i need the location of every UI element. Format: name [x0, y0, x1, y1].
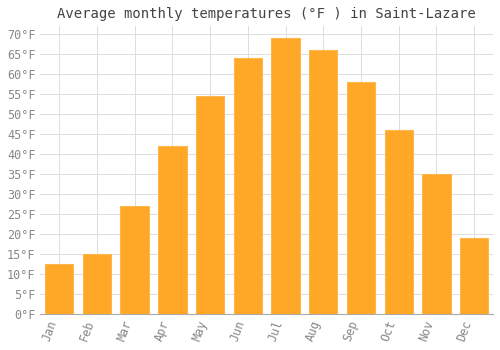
Bar [309, 50, 338, 314]
Bar [45, 264, 74, 314]
Bar [384, 130, 413, 314]
Bar [83, 254, 111, 314]
Bar [347, 82, 375, 314]
Bar [196, 96, 224, 314]
Bar [120, 206, 149, 314]
Bar [234, 58, 262, 314]
Bar [158, 146, 186, 314]
Bar [460, 238, 488, 314]
Title: Average monthly temperatures (°F ) in Saint-Lazare: Average monthly temperatures (°F ) in Sa… [58, 7, 476, 21]
Bar [272, 38, 299, 314]
Bar [422, 174, 450, 314]
